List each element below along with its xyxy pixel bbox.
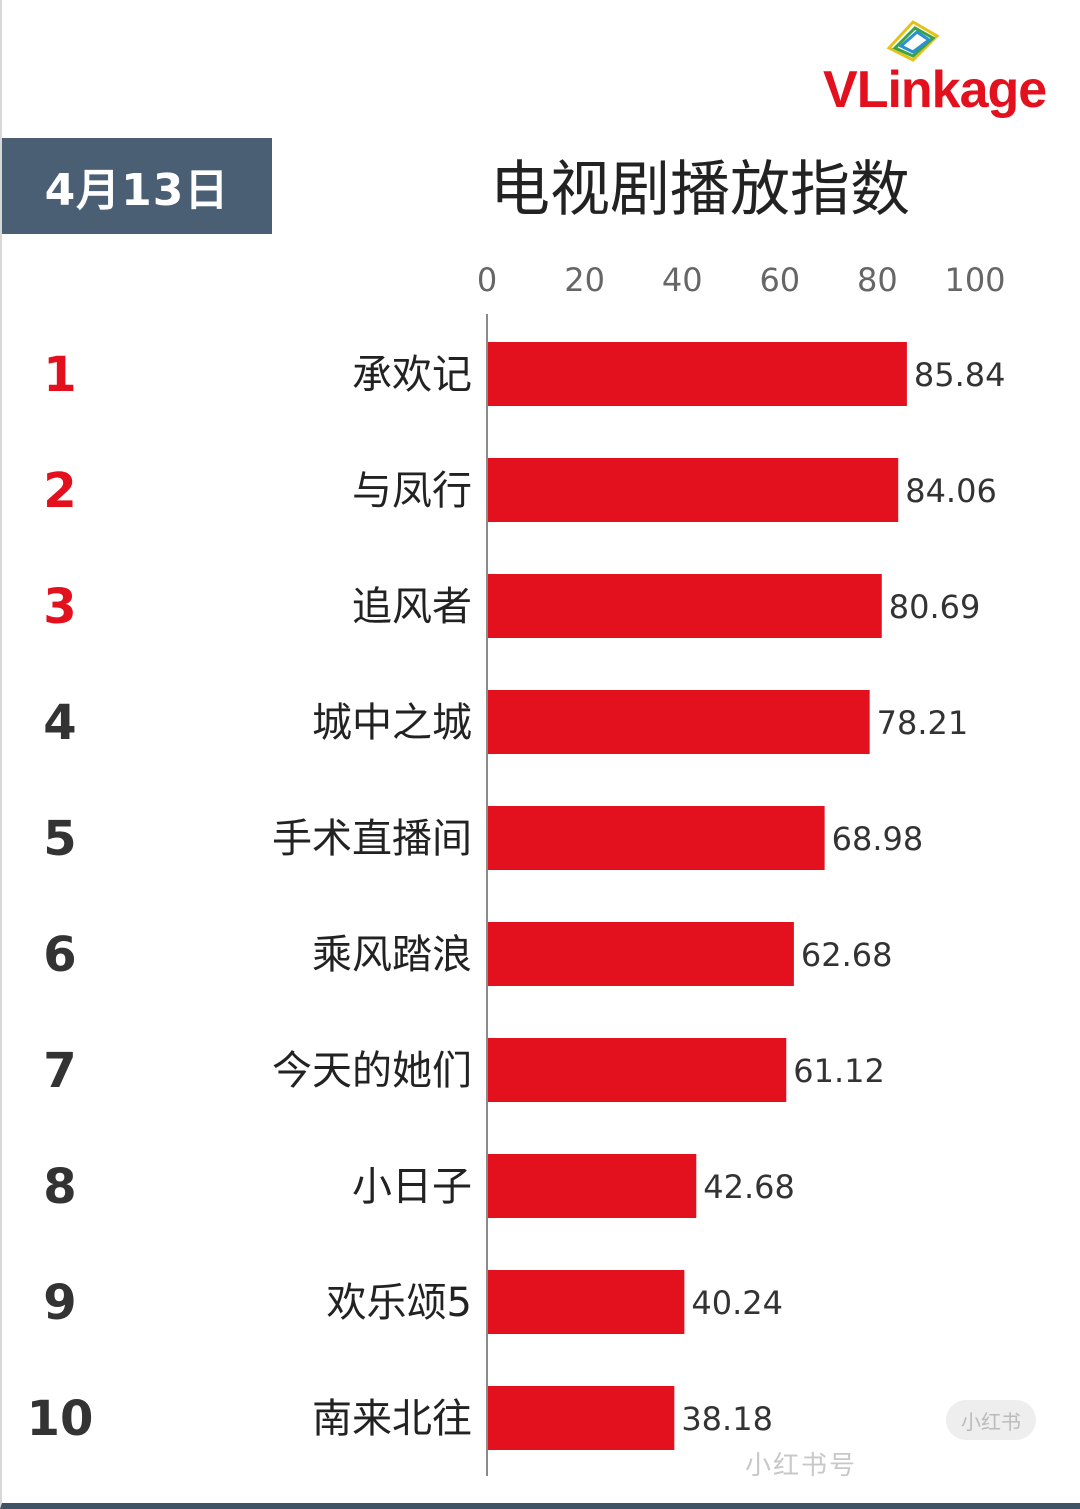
brand-name: VLinkage bbox=[823, 61, 1047, 119]
brand-name-v: V bbox=[823, 61, 858, 119]
watermark-text: 小红书号 bbox=[745, 1451, 858, 1481]
category-label: 城中之城 bbox=[312, 700, 472, 746]
rank-number: 9 bbox=[43, 1275, 76, 1331]
value-label: 85.84 bbox=[914, 356, 1006, 394]
bar bbox=[488, 1154, 697, 1218]
logo-mark-icon bbox=[886, 20, 940, 62]
bar bbox=[488, 922, 794, 986]
bar bbox=[488, 690, 870, 754]
x-tick-label: 80 bbox=[857, 261, 898, 299]
value-label: 42.68 bbox=[703, 1168, 795, 1206]
category-label: 追风者 bbox=[352, 584, 472, 630]
chart-title: 电视剧播放指数 bbox=[490, 155, 910, 225]
bar bbox=[488, 1038, 787, 1102]
value-label: 61.12 bbox=[793, 1052, 885, 1090]
bar bbox=[488, 806, 825, 870]
x-tick-label: 60 bbox=[759, 261, 800, 299]
value-label: 80.69 bbox=[889, 588, 981, 626]
bar bbox=[488, 1386, 675, 1450]
rank-number: 8 bbox=[43, 1159, 76, 1215]
date-badge: 4月13日 bbox=[2, 138, 272, 234]
value-label: 62.68 bbox=[801, 936, 893, 974]
category-label: 乘风踏浪 bbox=[312, 932, 472, 978]
watermark-logo: 小红书 bbox=[946, 1400, 1036, 1440]
category-label: 与凤行 bbox=[352, 468, 472, 514]
category-label: 小日子 bbox=[352, 1164, 472, 1210]
bar bbox=[488, 342, 907, 406]
rank-number: 2 bbox=[43, 463, 76, 519]
rank-number: 1 bbox=[43, 347, 76, 403]
category-label: 欢乐颂5 bbox=[327, 1280, 472, 1326]
rank-number: 7 bbox=[43, 1043, 76, 1099]
category-label: 承欢记 bbox=[352, 352, 472, 398]
bar bbox=[488, 574, 882, 638]
brand-name-rest: Linkage bbox=[856, 61, 1047, 119]
x-tick-label: 100 bbox=[944, 261, 1005, 299]
category-label: 南来北往 bbox=[312, 1396, 472, 1442]
rank-number: 4 bbox=[43, 695, 76, 751]
x-tick-label: 40 bbox=[662, 261, 703, 299]
category-label: 今天的她们 bbox=[272, 1048, 472, 1094]
rank-number: 5 bbox=[43, 811, 76, 867]
value-label: 38.18 bbox=[681, 1400, 773, 1438]
rank-number: 6 bbox=[43, 927, 76, 983]
rank-number: 10 bbox=[27, 1391, 94, 1447]
value-label: 40.24 bbox=[691, 1284, 783, 1322]
rank-number: 3 bbox=[43, 579, 76, 635]
value-label: 68.98 bbox=[832, 820, 924, 858]
x-tick-label: 20 bbox=[564, 261, 605, 299]
value-label: 78.21 bbox=[877, 704, 969, 742]
bar bbox=[488, 1270, 685, 1334]
category-label: 手术直播间 bbox=[272, 816, 472, 862]
x-tick-label: 0 bbox=[477, 261, 497, 299]
brand-logo: VLinkage bbox=[815, 18, 1075, 118]
bar bbox=[488, 458, 899, 522]
value-label: 84.06 bbox=[905, 472, 997, 510]
